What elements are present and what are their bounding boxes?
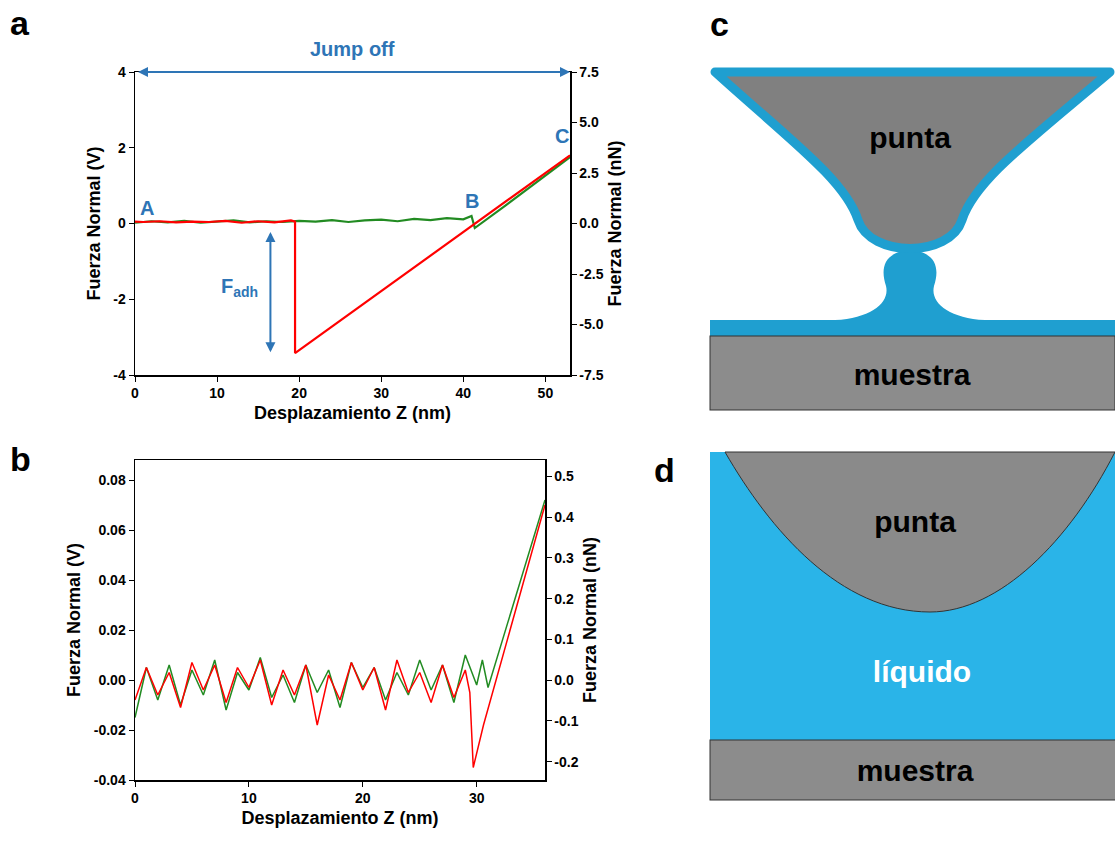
svg-text:0.04: 0.04 [98,572,125,588]
svg-text:0.02: 0.02 [98,622,125,638]
svg-text:-0.02: -0.02 [94,722,126,738]
svg-text:0.5: 0.5 [554,468,574,484]
svg-text:Fuerza Normal (nN): Fuerza Normal (nN) [580,537,600,703]
svg-text:Fuerza Normal (V): Fuerza Normal (V) [84,146,104,300]
svg-text:c: c [710,5,729,43]
svg-text:2.5: 2.5 [579,165,599,181]
svg-text:-2: -2 [113,291,126,307]
html-text:a: a [10,4,29,42]
svg-text:2: 2 [118,140,126,156]
svg-text:B: B [465,190,479,212]
svg-text:-7.5: -7.5 [579,367,603,383]
svg-text:0.4: 0.4 [554,509,574,525]
svg-text:Fuerza Normal (nN): Fuerza Normal (nN) [605,140,625,306]
svg-text:Desplazamiento Z (nm): Desplazamiento Z (nm) [241,808,438,828]
svg-text:F​adh​: F​adh​ [221,275,258,300]
svg-text:0: 0 [131,385,139,401]
svg-text:0: 0 [118,215,126,231]
svg-text:d: d [654,451,675,489]
svg-text:-0.04: -0.04 [94,772,126,788]
svg-text:Jump off: Jump off [310,38,395,60]
svg-text:-5.0: -5.0 [579,316,603,332]
svg-text:40: 40 [456,385,472,401]
svg-text:-0.1: -0.1 [554,713,578,729]
svg-text:0.08: 0.08 [98,472,125,488]
svg-text:30: 30 [469,790,485,806]
svg-text:10: 10 [209,385,225,401]
svg-text:5.0: 5.0 [579,114,599,130]
svg-text:0.3: 0.3 [554,550,574,566]
svg-text:10: 10 [241,790,257,806]
svg-text:A: A [140,197,154,219]
svg-text:4: 4 [118,64,126,80]
svg-text:0.00: 0.00 [98,672,125,688]
svg-text:-0.2: -0.2 [554,754,578,770]
svg-text:punta: punta [874,505,956,538]
html-text:b: b [10,440,31,478]
svg-text:líquido: líquido [873,655,971,688]
svg-text:0: 0 [131,790,139,806]
svg-text:Fuerza Normal (V): Fuerza Normal (V) [64,543,84,697]
svg-text:30: 30 [373,385,389,401]
svg-text:0.06: 0.06 [98,522,125,538]
svg-text:-2.5: -2.5 [579,266,603,282]
svg-text:-4: -4 [113,367,126,383]
svg-text:0.2: 0.2 [554,591,574,607]
svg-text:0.0: 0.0 [579,215,599,231]
svg-text:0.1: 0.1 [554,631,574,647]
svg-text:Desplazamiento Z (nm): Desplazamiento Z (nm) [254,403,451,423]
svg-text:punta: punta [869,121,951,154]
svg-text:muestra: muestra [857,754,974,787]
svg-text:C: C [555,125,569,147]
svg-text:7.5: 7.5 [579,64,599,80]
svg-text:50: 50 [538,385,554,401]
svg-text:20: 20 [291,385,307,401]
svg-text:muestra: muestra [854,358,971,391]
svg-text:20: 20 [355,790,371,806]
svg-text:0.0: 0.0 [554,672,574,688]
